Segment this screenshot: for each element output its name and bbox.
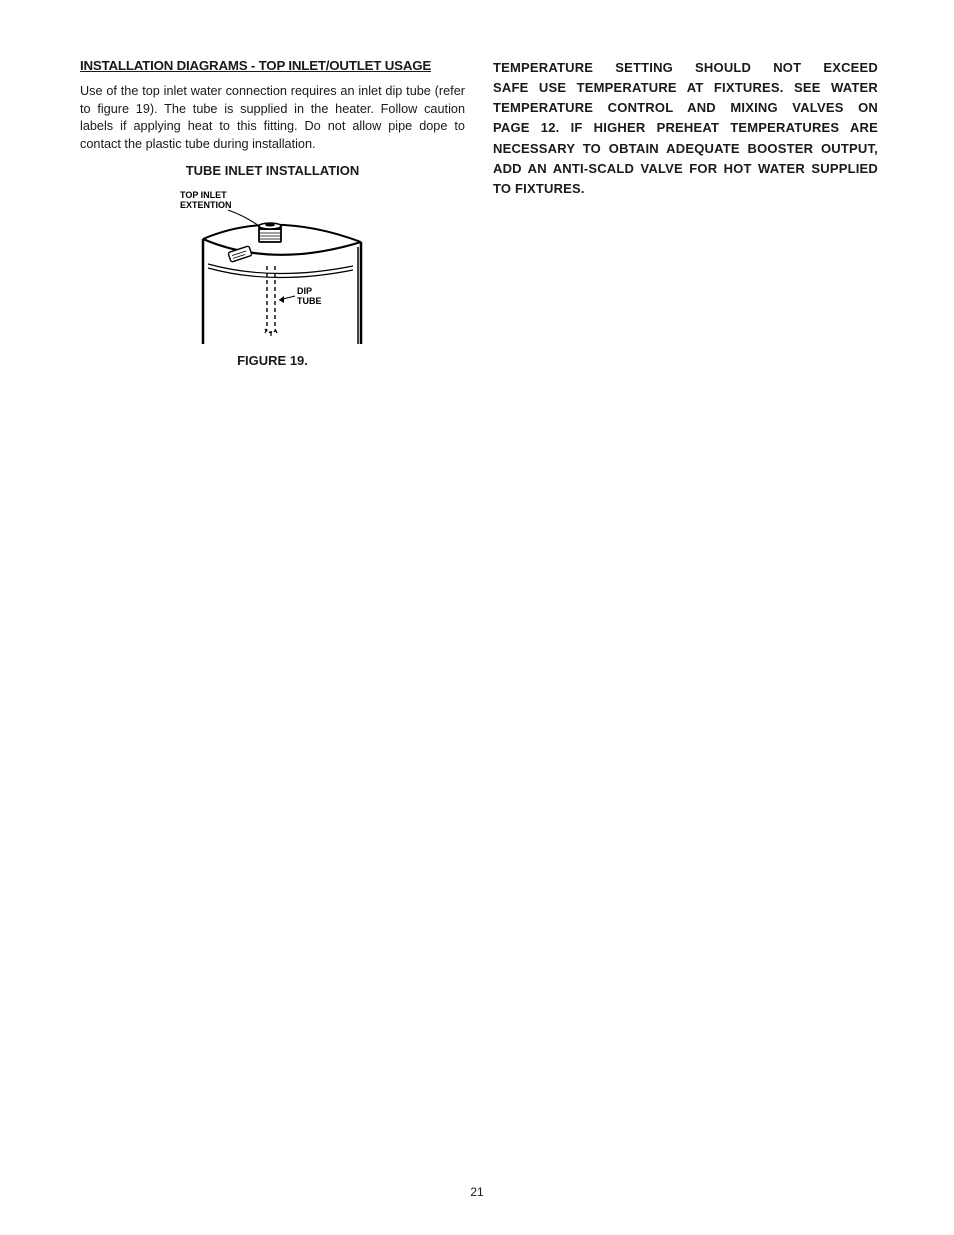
warning-line: SAFE USE TEMPERATURE AT FIXTURES. SEE WA… (493, 78, 878, 98)
page-number: 21 (0, 1185, 954, 1199)
figure-container: TUBE INLET INSTALLATION (80, 163, 465, 368)
body-paragraph: Use of the top inlet water connection re… (80, 83, 465, 153)
warning-line: TO FIXTURES. (493, 179, 878, 199)
left-column: INSTALLATION DIAGRAMS - TOP INLET/OUTLET… (80, 58, 465, 368)
section-heading: INSTALLATION DIAGRAMS - TOP INLET/OUTLET… (80, 58, 465, 73)
right-column: TEMPERATURE SETTING SHOULD NOT EXCEED SA… (493, 58, 878, 368)
warning-line: TEMPERATURE CONTROL AND MIXING VALVES ON (493, 98, 878, 118)
warning-paragraph: TEMPERATURE SETTING SHOULD NOT EXCEED SA… (493, 58, 878, 199)
warning-line: ADD AN ANTI-SCALD VALVE FOR HOT WATER SU… (493, 159, 878, 179)
warning-line: TEMPERATURE SETTING SHOULD NOT EXCEED (493, 58, 878, 78)
figure-title: TUBE INLET INSTALLATION (80, 163, 465, 178)
figure-caption: FIGURE 19. (80, 353, 465, 368)
diagram-label-dip-tube: DIP TUBE (297, 286, 322, 306)
diagram-label-top-inlet: TOP INLET EXTENTION (180, 190, 232, 210)
page-content: INSTALLATION DIAGRAMS - TOP INLET/OUTLET… (0, 0, 954, 408)
warning-line: PAGE 12. IF HIGHER PREHEAT TEMPERATURES … (493, 118, 878, 138)
warning-line: NECESSARY TO OBTAIN ADEQUATE BOOSTER OUT… (493, 139, 878, 159)
tube-inlet-diagram: TOP INLET EXTENTION DIP TUBE (173, 184, 373, 344)
